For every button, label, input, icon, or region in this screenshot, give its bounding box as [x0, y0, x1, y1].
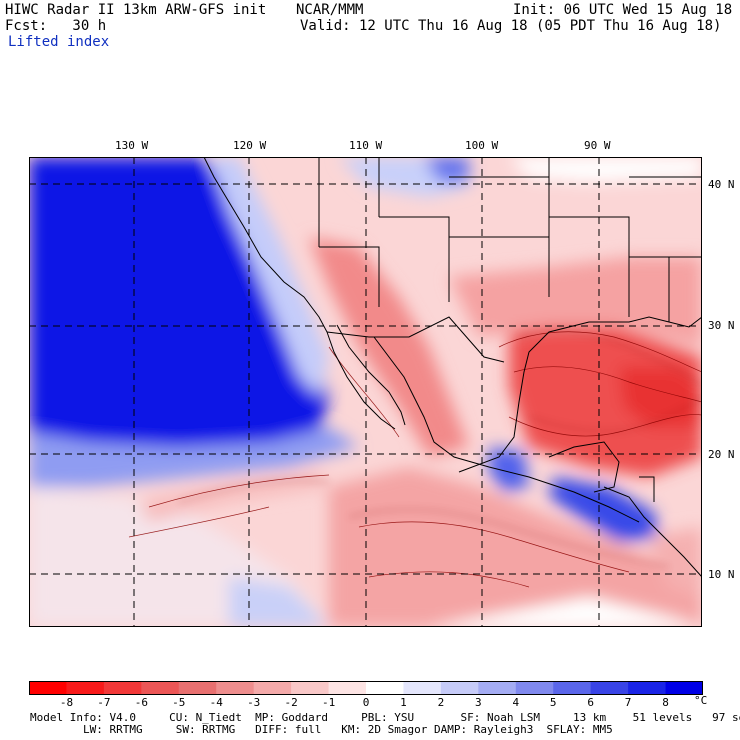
colorbar	[29, 680, 704, 699]
colorbar-swatch	[66, 681, 105, 695]
colorbar-tick-label: 1	[400, 696, 407, 709]
colorbar-tick-label: 4	[512, 696, 520, 709]
colorbar-unit: °C	[694, 694, 708, 707]
forecast-hour: Fcst: 30 h	[5, 18, 107, 34]
contour-lines	[178, 331, 702, 568]
colorbar-tick-label: -3	[247, 696, 261, 709]
colorbar-tick-label: -6	[134, 696, 148, 709]
colorbar-swatch	[478, 681, 517, 695]
colorbar-swatch	[403, 681, 442, 695]
colorbar-tick-label: 0	[362, 696, 370, 709]
lat-label: 10 N	[708, 568, 735, 581]
colorbar-tick-label: 5	[549, 696, 557, 709]
colorbar-tick-label: -2	[284, 696, 298, 709]
colorbar-tick-label: -1	[321, 696, 336, 709]
field-name: Lifted index	[8, 34, 110, 50]
colorbar-swatch	[590, 681, 629, 695]
colorbar-tick-label: 7	[624, 696, 632, 709]
lat-label: 30 N	[708, 319, 735, 332]
valid-time: Valid: 12 UTC Thu 16 Aug 18 (05 PDT Thu …	[300, 18, 722, 34]
colorbar-swatch	[216, 681, 255, 695]
colorbar-swatch	[515, 681, 554, 695]
colorbar-swatch	[328, 681, 367, 695]
institution-label: NCAR/MMM	[296, 2, 364, 18]
lon-label: 110 W	[349, 139, 383, 152]
colorbar-swatch	[440, 681, 479, 695]
pacific-stable-region	[29, 157, 329, 447]
colorbar-swatch	[665, 681, 704, 695]
colorbar-tick-label: 2	[437, 696, 445, 709]
colorbar-tick-label: 3	[475, 696, 482, 709]
colorbar-swatch	[366, 681, 404, 695]
model-info-line2: LW: RRTMG SW: RRTMG DIFF: full KM: 2D Sm…	[30, 723, 613, 736]
lat-lon-grid	[29, 157, 702, 627]
lon-label: 120 W	[233, 139, 267, 152]
lon-label: 100 W	[465, 139, 499, 152]
coastlines-and-borders	[203, 157, 702, 578]
colorbar-swatch	[253, 681, 292, 695]
lat-label: 40 N	[708, 178, 735, 191]
colorbar-swatch	[141, 681, 180, 695]
colorbar-tick-label: -5	[172, 696, 186, 709]
colorbar-swatch	[553, 681, 592, 695]
lon-label: 90 W	[584, 139, 611, 152]
colorbar-tick-label: -8	[59, 696, 74, 709]
colorbar-tick-label: -4	[209, 696, 223, 709]
colorbar-tick-label: 8	[662, 696, 669, 709]
init-time: Init: 06 UTC Wed 15 Aug 18	[513, 2, 733, 18]
unstable-region	[509, 317, 702, 477]
colorbar-swatch	[628, 681, 667, 695]
lifted-index-map	[29, 157, 702, 627]
lat-label: 20 N	[708, 448, 735, 461]
colorbar-tick-label: 6	[587, 696, 594, 709]
colorbar-swatch	[291, 681, 330, 695]
model-info-line1: Model Info: V4.0 CU: N_Tiedt MP: Goddard…	[30, 711, 740, 724]
colorbar-swatch	[103, 681, 142, 695]
lon-label: 130 W	[115, 139, 149, 152]
colorbar-swatch	[178, 681, 217, 695]
colorbar-swatch	[29, 681, 67, 695]
model-title: HIWC Radar II 13km ARW-GFS init	[5, 2, 267, 18]
colorbar-tick-label: -7	[97, 696, 111, 709]
map-frame	[29, 157, 702, 627]
